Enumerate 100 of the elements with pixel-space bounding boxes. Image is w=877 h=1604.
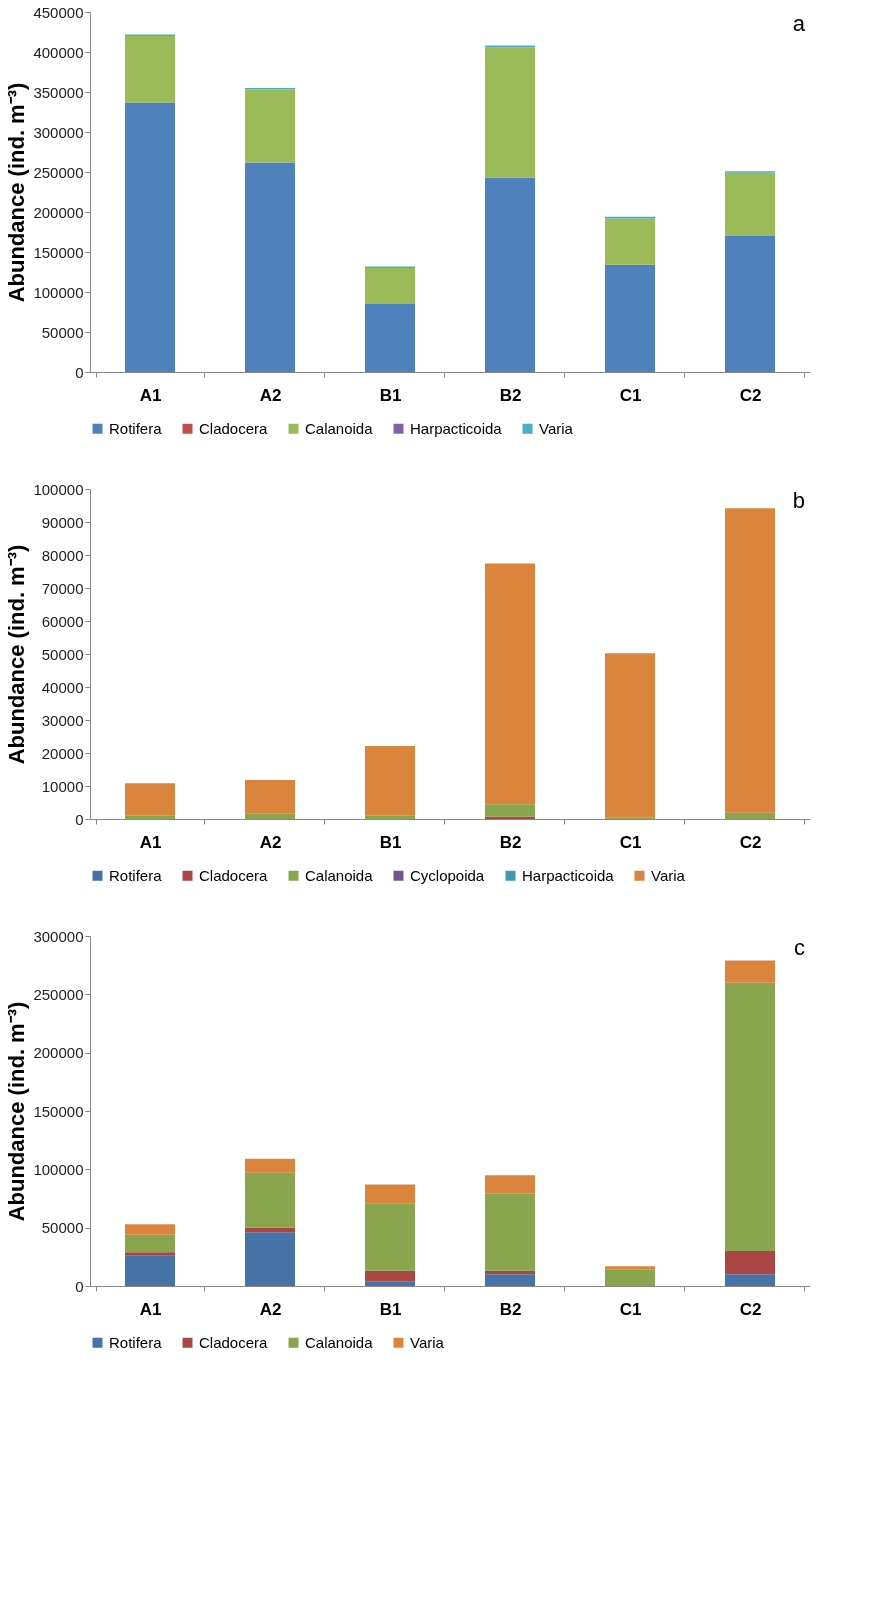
x-tick-label: C1 (619, 1299, 642, 1319)
y-axis-title: Abundance (ind. m⁻³) (4, 82, 30, 303)
bar (725, 982, 775, 1251)
y-tick-label: 50000 (41, 323, 84, 341)
annotation: c (794, 935, 805, 960)
bar (365, 1270, 415, 1282)
bar (365, 304, 415, 372)
x-tick-label: B1 (379, 385, 402, 405)
x-tick-label: C1 (619, 832, 642, 852)
x-tick-label: A1 (139, 1299, 162, 1319)
bar (365, 1184, 415, 1204)
y-tick-label: 10000 (41, 777, 84, 795)
bar (125, 1234, 175, 1253)
legend-label: Calanoida (305, 419, 374, 437)
y-tick-label: 200000 (33, 203, 84, 221)
y-tick-label: 20000 (41, 744, 84, 762)
legend-label: Varia (651, 866, 686, 884)
y-tick-label: 0 (75, 810, 84, 828)
y-tick-label: 150000 (33, 243, 84, 261)
bar (725, 960, 775, 983)
y-axis-title: Abundance (ind. m⁻³) (4, 1001, 30, 1222)
bar (365, 1281, 415, 1286)
legend-label: Cladocera (199, 866, 269, 884)
y-tick-label: 150000 (33, 1102, 84, 1120)
bar (365, 815, 415, 819)
bar (485, 1175, 535, 1194)
bar (365, 746, 415, 816)
bar (725, 812, 775, 819)
bar (125, 1255, 175, 1286)
y-tick-label: 300000 (33, 123, 84, 141)
y-axis-title: Abundance (ind. m⁻³) (4, 544, 30, 765)
x-tick-label: B2 (499, 1299, 522, 1319)
bar (245, 780, 295, 814)
x-tick-label: C2 (739, 1299, 762, 1319)
bar (725, 1251, 775, 1275)
bar (605, 1266, 655, 1270)
y-tick-label: 350000 (33, 83, 84, 101)
bar (605, 218, 655, 265)
y-tick-label: 400000 (33, 43, 84, 61)
y-tick-label: 50000 (41, 645, 84, 663)
legend-label: Varia (410, 1333, 445, 1351)
y-tick-label: 100000 (33, 283, 84, 301)
annotation: a (792, 11, 806, 36)
y-tick-label: 0 (75, 1277, 84, 1295)
bar (485, 563, 535, 805)
bar (365, 1203, 415, 1271)
bar (605, 653, 655, 818)
y-tick-label: 60000 (41, 612, 84, 630)
x-tick-label: C2 (739, 832, 762, 852)
bar (245, 162, 295, 372)
x-tick-label: A2 (259, 832, 282, 852)
x-tick-label: B1 (379, 832, 402, 852)
bar (485, 804, 535, 817)
x-tick-label: A2 (259, 385, 282, 405)
x-tick-label: A2 (259, 1299, 282, 1319)
legend-label: Cladocera (199, 1333, 269, 1351)
x-tick-label: B1 (379, 1299, 402, 1319)
legend-label: Rotifera (109, 866, 163, 884)
bar (245, 1158, 295, 1173)
bar (485, 177, 535, 372)
y-tick-label: 200000 (33, 1044, 84, 1062)
x-tick-label: B2 (499, 385, 522, 405)
bar (725, 236, 775, 372)
bar (485, 1274, 535, 1286)
legend-label: Calanoida (305, 1333, 374, 1351)
bar (605, 264, 655, 372)
bar (365, 268, 415, 304)
legend-label: Varia (539, 419, 574, 437)
bar (605, 1269, 655, 1286)
bar (125, 783, 175, 816)
bar (125, 1252, 175, 1256)
legend-label: Calanoida (305, 866, 374, 884)
bar (245, 89, 295, 163)
bar (485, 1193, 535, 1271)
bar (125, 1224, 175, 1235)
bar (725, 508, 775, 813)
legend-label: Harpacticoida (522, 866, 615, 884)
x-tick-label: B2 (499, 832, 522, 852)
bar (245, 1232, 295, 1286)
y-tick-label: 50000 (41, 1219, 84, 1237)
y-tick-label: 70000 (41, 579, 84, 597)
legend-label: Rotifera (109, 1333, 163, 1351)
legend-label: Cyclopoida (410, 866, 485, 884)
y-tick-label: 250000 (33, 985, 84, 1003)
annotation: b (792, 488, 805, 513)
y-tick-label: 100000 (33, 480, 84, 498)
y-tick-label: 300000 (33, 927, 84, 945)
bar (125, 102, 175, 372)
bar (245, 813, 295, 819)
bar (485, 47, 535, 178)
y-tick-label: 90000 (41, 513, 84, 531)
legend-label: Cladocera (199, 419, 269, 437)
x-tick-label: C1 (619, 385, 642, 405)
x-tick-label: C2 (739, 385, 762, 405)
bar (725, 1274, 775, 1286)
y-tick-label: 30000 (41, 711, 84, 729)
y-tick-label: 450000 (33, 3, 84, 21)
x-tick-label: A1 (139, 385, 162, 405)
y-tick-label: 250000 (33, 163, 84, 181)
y-tick-label: 100000 (33, 1160, 84, 1178)
